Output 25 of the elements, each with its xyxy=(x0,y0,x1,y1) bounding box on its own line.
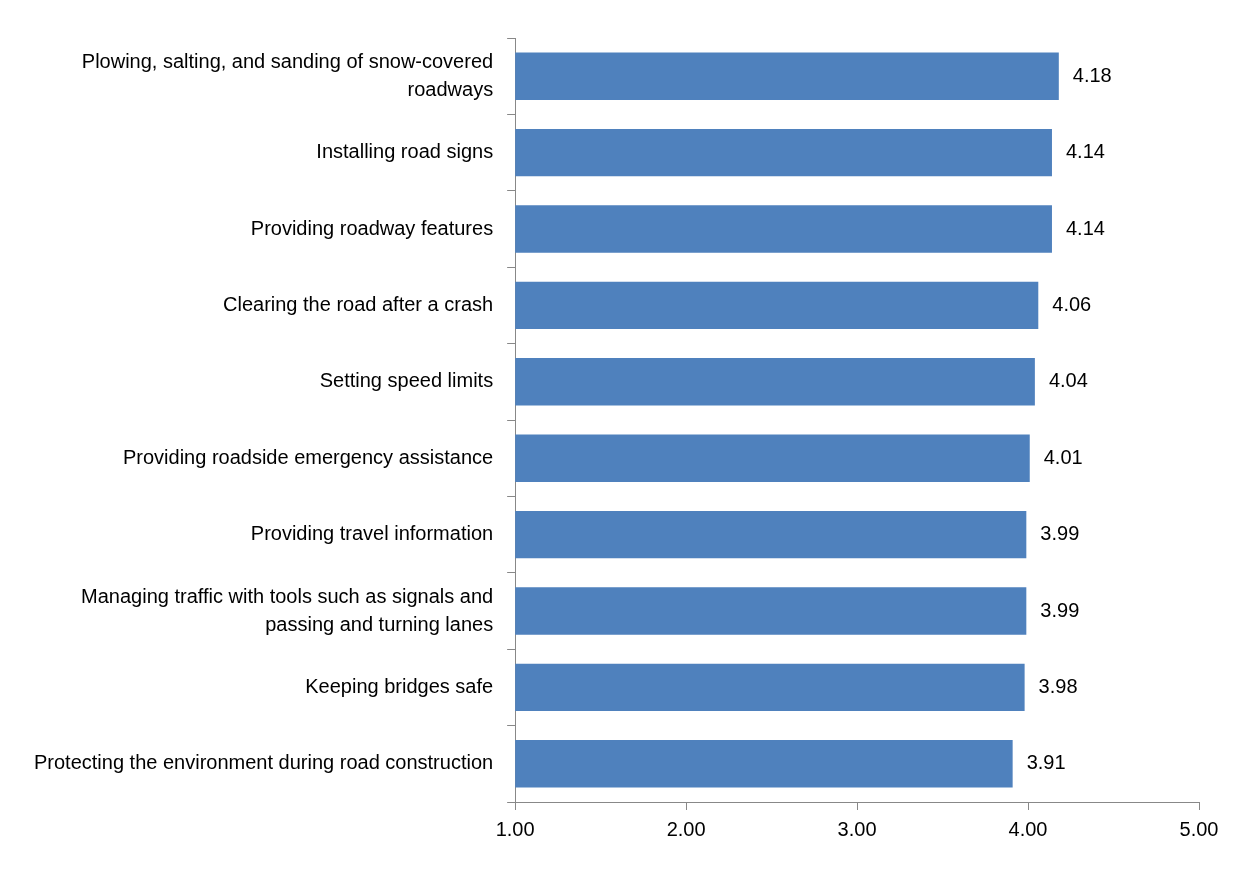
data-label: 3.99 xyxy=(1040,598,1080,621)
data-label: 4.01 xyxy=(1043,445,1083,468)
y-tick-label: Providing roadside emergency assistance xyxy=(122,445,494,468)
y-tick-label: Clearing the road after a crash xyxy=(222,292,494,315)
data-label: 3.91 xyxy=(1026,751,1066,774)
x-tick-label: 3.00 xyxy=(837,817,877,840)
y-tick-label: Providing roadway features xyxy=(250,216,494,239)
data-label: 4.06 xyxy=(1052,292,1092,315)
data-label: 3.98 xyxy=(1038,674,1078,697)
x-tick-label: 1.00 xyxy=(495,817,535,840)
y-tick-label: Setting speed limits xyxy=(319,369,494,392)
x-tick-label: 4.00 xyxy=(1008,817,1048,840)
data-label: 3.99 xyxy=(1040,522,1080,545)
x-tick-label: 2.00 xyxy=(666,817,706,840)
data-label: 4.04 xyxy=(1048,369,1088,392)
x-tick-label: 5.00 xyxy=(1179,817,1219,840)
data-label: 4.18 xyxy=(1072,63,1112,86)
data-label: 4.14 xyxy=(1065,140,1105,163)
y-tick-label: Keeping bridges safe xyxy=(305,674,494,697)
y-tick-label: Installing road signs xyxy=(316,140,494,163)
y-tick-label: Protecting the environment during road construction xyxy=(33,751,494,774)
data-label: 4.14 xyxy=(1065,216,1105,239)
y-tick-label: Plowing, salting, and sanding of snow-covered roadways xyxy=(81,49,494,100)
y-tick-label: Managing traffic with tools such as signals and passing and turning lanes xyxy=(81,584,494,635)
y-tick-label: Providing travel information xyxy=(250,522,494,545)
